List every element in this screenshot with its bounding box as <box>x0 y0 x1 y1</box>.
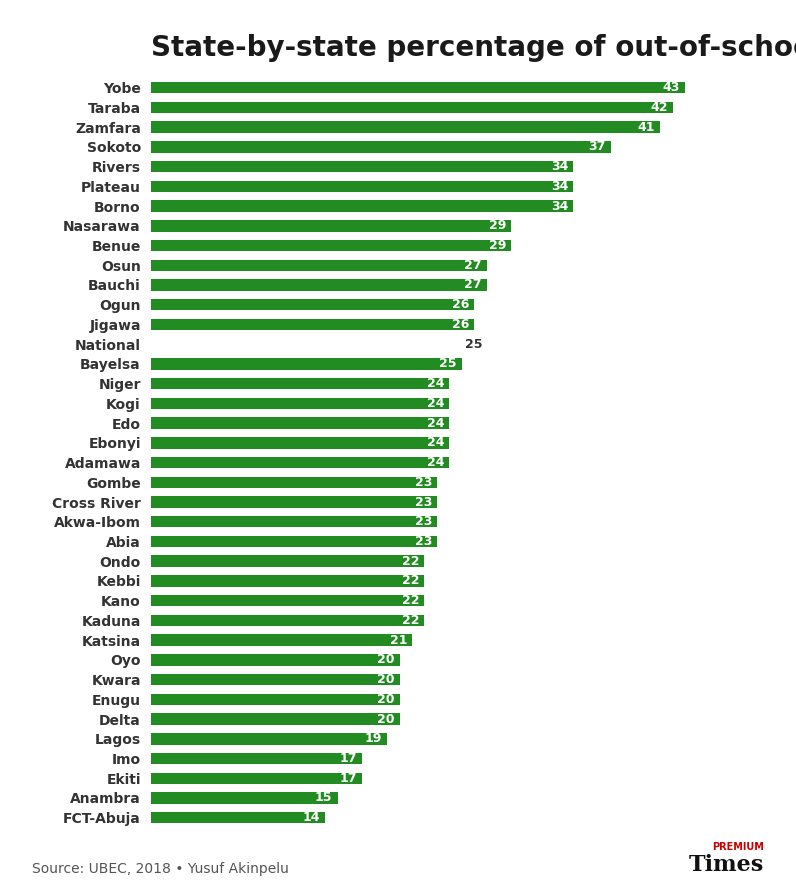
Bar <box>151 595 424 607</box>
Bar <box>151 812 325 823</box>
Text: 26: 26 <box>452 298 469 311</box>
Text: 20: 20 <box>377 653 395 666</box>
Bar <box>151 279 486 291</box>
Text: 24: 24 <box>427 436 444 450</box>
Text: 22: 22 <box>402 555 419 567</box>
Bar <box>151 556 424 567</box>
Bar <box>151 673 400 685</box>
Text: 24: 24 <box>427 417 444 430</box>
Text: State-by-state percentage of out-of-school children: State-by-state percentage of out-of-scho… <box>151 35 796 62</box>
Text: 17: 17 <box>340 772 357 785</box>
Bar <box>151 714 400 725</box>
Bar <box>151 220 511 232</box>
Text: 34: 34 <box>551 160 568 173</box>
Bar <box>151 575 424 587</box>
Text: 41: 41 <box>638 120 655 134</box>
Text: 29: 29 <box>489 239 506 252</box>
Text: 24: 24 <box>427 456 444 469</box>
Bar <box>151 496 437 508</box>
Text: 25: 25 <box>439 358 457 370</box>
Text: 23: 23 <box>415 475 432 489</box>
Bar <box>151 654 400 665</box>
Bar <box>151 161 573 172</box>
Bar <box>151 121 661 133</box>
Text: 26: 26 <box>452 318 469 331</box>
Text: 29: 29 <box>489 219 506 232</box>
Bar <box>151 634 412 646</box>
Text: 23: 23 <box>415 535 432 548</box>
Text: 20: 20 <box>377 673 395 686</box>
Text: 34: 34 <box>551 200 568 212</box>
Bar <box>151 516 437 527</box>
Text: 24: 24 <box>427 377 444 390</box>
Bar <box>151 201 573 211</box>
Bar <box>151 82 685 94</box>
Text: 24: 24 <box>427 397 444 409</box>
Text: 20: 20 <box>377 693 395 706</box>
Bar <box>151 180 573 192</box>
Text: 25: 25 <box>466 338 483 351</box>
Bar <box>151 260 486 271</box>
Text: 27: 27 <box>464 278 482 292</box>
Text: 43: 43 <box>663 81 681 95</box>
Text: 23: 23 <box>415 496 432 508</box>
Text: 37: 37 <box>588 140 606 153</box>
Bar <box>151 240 511 252</box>
Text: 34: 34 <box>551 180 568 193</box>
Bar <box>151 102 673 113</box>
Bar <box>151 476 437 488</box>
Bar <box>151 457 449 468</box>
Text: 23: 23 <box>415 516 432 528</box>
Text: Source: UBEC, 2018 • Yusuf Akinpelu: Source: UBEC, 2018 • Yusuf Akinpelu <box>32 862 289 876</box>
Bar <box>151 772 362 784</box>
Text: 14: 14 <box>302 811 320 824</box>
Text: PREMIUM: PREMIUM <box>712 842 764 852</box>
Bar <box>151 417 449 429</box>
Bar <box>151 299 474 310</box>
Bar <box>151 536 437 547</box>
Text: 17: 17 <box>340 752 357 765</box>
Text: 15: 15 <box>315 791 333 805</box>
Bar <box>151 792 338 804</box>
Bar <box>151 615 424 626</box>
Text: 27: 27 <box>464 259 482 272</box>
Text: 21: 21 <box>389 633 407 647</box>
Bar <box>151 753 362 764</box>
Text: 20: 20 <box>377 713 395 725</box>
Bar <box>151 733 387 745</box>
Text: 42: 42 <box>650 101 668 114</box>
Bar <box>151 378 449 389</box>
Bar <box>151 318 474 330</box>
Text: 22: 22 <box>402 614 419 627</box>
Text: 19: 19 <box>365 732 382 746</box>
Bar <box>151 398 449 409</box>
Bar <box>151 437 449 449</box>
Bar <box>151 359 462 369</box>
Bar <box>151 694 400 705</box>
Text: 22: 22 <box>402 574 419 588</box>
Text: Times: Times <box>689 854 764 876</box>
Text: 22: 22 <box>402 594 419 607</box>
Bar <box>151 141 611 153</box>
